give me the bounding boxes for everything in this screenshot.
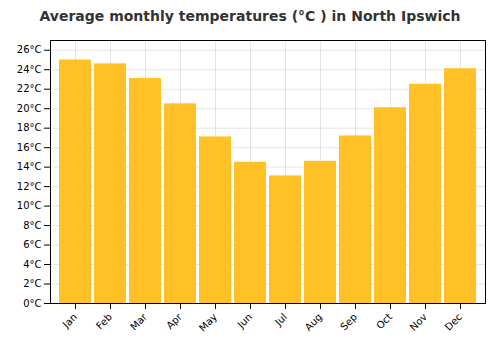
svg-text:16°C: 16°C bbox=[17, 142, 42, 153]
svg-text:Jan: Jan bbox=[60, 311, 79, 330]
svg-text:8°C: 8°C bbox=[23, 220, 41, 231]
svg-text:Jul: Jul bbox=[272, 311, 289, 328]
svg-text:Jun: Jun bbox=[235, 311, 255, 331]
svg-text:12°C: 12°C bbox=[17, 181, 42, 192]
svg-text:18°C: 18°C bbox=[17, 122, 42, 133]
svg-text:6°C: 6°C bbox=[23, 239, 41, 250]
svg-text:20°C: 20°C bbox=[17, 103, 42, 114]
svg-text:14°C: 14°C bbox=[17, 161, 42, 172]
svg-text:Apr: Apr bbox=[164, 311, 185, 332]
svg-text:26°C: 26°C bbox=[17, 44, 42, 55]
svg-text:4°C: 4°C bbox=[23, 259, 41, 270]
svg-text:Mar: Mar bbox=[128, 311, 150, 333]
svg-text:Sep: Sep bbox=[338, 311, 359, 332]
svg-text:24°C: 24°C bbox=[17, 64, 42, 75]
svg-text:22°C: 22°C bbox=[17, 83, 42, 94]
svg-text:10°C: 10°C bbox=[17, 200, 42, 211]
svg-text:Feb: Feb bbox=[94, 311, 114, 331]
svg-text:Dec: Dec bbox=[443, 311, 464, 332]
svg-text:Nov: Nov bbox=[408, 311, 430, 333]
html-text:Average monthly temperatures (: Average monthly temperatures (°C ) in No… bbox=[39, 8, 461, 24]
svg-text:Aug: Aug bbox=[303, 311, 325, 333]
svg-text:0°C: 0°C bbox=[23, 298, 41, 309]
svg-text:2°C: 2°C bbox=[23, 278, 41, 289]
svg-text:May: May bbox=[197, 311, 219, 333]
svg-text:Oct: Oct bbox=[374, 311, 394, 331]
